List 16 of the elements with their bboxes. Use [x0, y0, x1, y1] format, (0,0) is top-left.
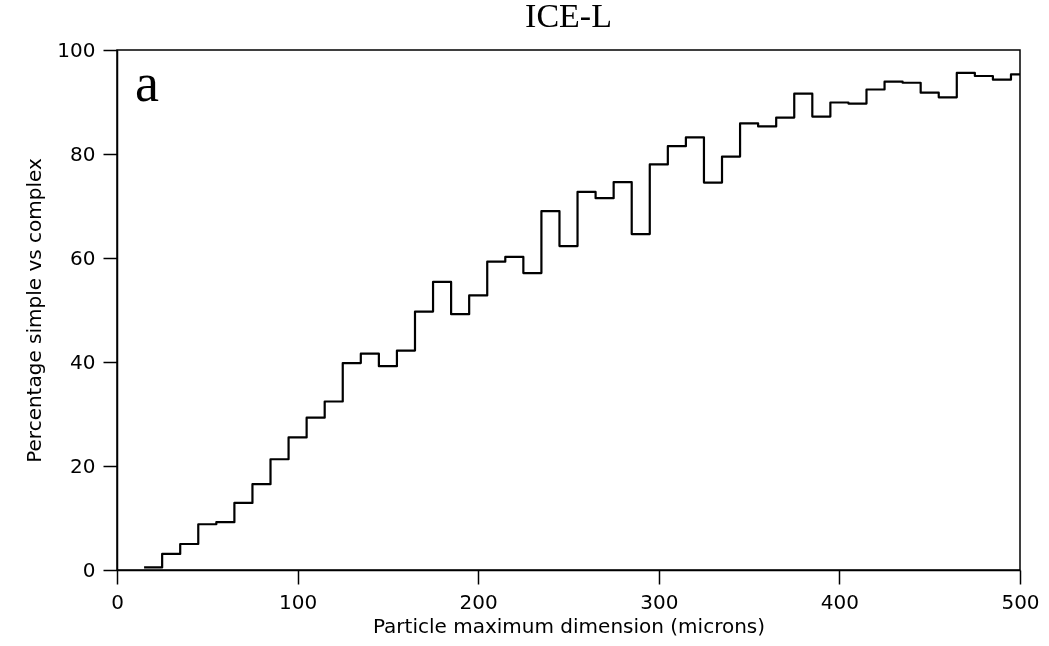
y-tick-label: 60 — [70, 245, 96, 270]
y-tick-label: 80 — [70, 141, 96, 166]
x-tick-label: 300 — [640, 589, 679, 614]
y-tick-label: 40 — [70, 349, 96, 374]
chart-title: ICE-L — [525, 0, 612, 34]
annotation: a — [135, 53, 159, 113]
x-tick-label: 0 — [111, 589, 124, 614]
x-tick-label: 500 — [1001, 589, 1040, 614]
x-axis-title: Particle maximum dimension (microns) — [372, 613, 766, 638]
y-tick-label: 100 — [57, 37, 96, 62]
x-tick-label: 200 — [459, 589, 498, 614]
y-tick-label: 20 — [70, 453, 96, 478]
y-axis-title: Percentage simple vs complex — [22, 158, 47, 463]
y-tick-label: 0 — [82, 557, 96, 582]
x-tick-label: 400 — [820, 589, 859, 614]
x-tick-label: 100 — [279, 589, 318, 614]
